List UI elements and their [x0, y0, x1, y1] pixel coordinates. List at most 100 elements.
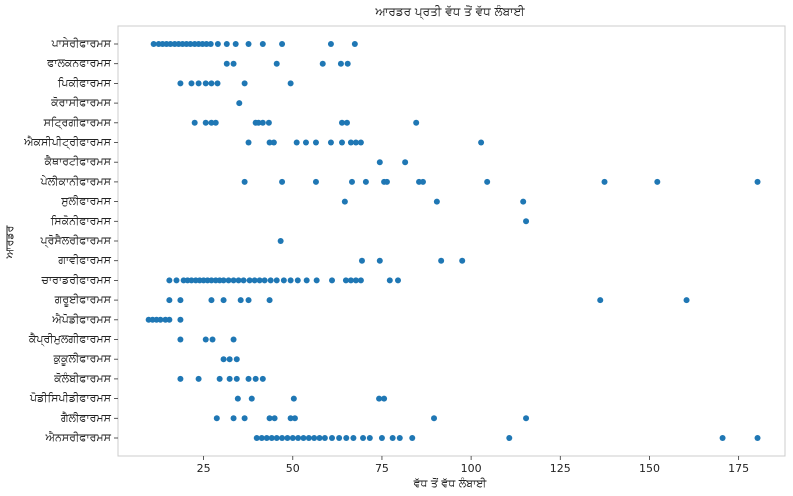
y-tick-label: ਫਾਲਕਨਫਾਰਮਸ [46, 57, 112, 70]
point [213, 415, 220, 422]
point [431, 415, 438, 422]
point [348, 178, 355, 185]
point [478, 139, 485, 146]
point [376, 159, 383, 166]
point [289, 435, 296, 441]
y-tick-label: ਚਾਰਾਡਰੀਫਾਰਮਸ [40, 273, 111, 286]
point [225, 277, 232, 284]
point [266, 297, 273, 304]
point [267, 277, 274, 284]
y-tick-label: ਕੁਕੂਲੀਫਾਰਮਸ [53, 352, 112, 365]
point [253, 435, 260, 441]
point [329, 277, 336, 284]
point [177, 80, 184, 87]
point [316, 435, 323, 441]
y-tick-label: ਗਰੂਈਫਾਰਮਸ [54, 293, 112, 306]
point [252, 375, 259, 382]
point [338, 119, 345, 126]
point [523, 218, 530, 225]
point [177, 336, 184, 343]
y-tick-label: ਕੋਰਾਸੀਫਾਰਮਸ [50, 96, 111, 109]
point [287, 277, 294, 284]
y-tick-label: ਸਟ੍ਰਿਗੀਫਾਰਮਸ [43, 116, 112, 129]
point [265, 119, 272, 126]
point [303, 277, 310, 284]
point [357, 139, 364, 146]
y-axis-label: ਆਰਡਰ [3, 225, 16, 259]
point [376, 257, 383, 264]
point [209, 336, 216, 343]
point [226, 356, 233, 363]
point [300, 435, 307, 441]
point [321, 435, 328, 441]
point [338, 139, 345, 146]
point [419, 178, 426, 185]
point [167, 41, 174, 47]
point [305, 435, 312, 441]
y-tick-label: ਕੋਲੰਬੀਫਾਰਮਸ [53, 372, 111, 385]
point [235, 277, 242, 284]
point [234, 395, 241, 402]
x-tick-label: 75 [375, 462, 389, 475]
point [273, 277, 280, 284]
point [223, 41, 230, 47]
point [246, 277, 253, 284]
point [157, 316, 164, 323]
point [230, 415, 237, 422]
point [409, 435, 416, 441]
point [166, 277, 173, 284]
point [293, 139, 300, 146]
point [402, 159, 409, 166]
point [313, 277, 320, 284]
point [237, 297, 244, 304]
point [245, 297, 252, 304]
point [259, 119, 266, 126]
point [378, 435, 385, 441]
point [394, 277, 401, 284]
point [263, 435, 270, 441]
point [230, 336, 237, 343]
point [245, 41, 252, 47]
point [208, 277, 215, 284]
point [277, 238, 284, 244]
point [280, 277, 287, 284]
point [207, 41, 214, 47]
point [754, 435, 761, 441]
point [341, 198, 348, 205]
point [220, 356, 227, 363]
point [337, 60, 344, 67]
point [347, 277, 354, 284]
point [220, 297, 227, 304]
point [187, 41, 194, 47]
point [232, 41, 239, 47]
point [719, 435, 726, 441]
point [214, 80, 221, 87]
point [654, 178, 661, 185]
point [336, 435, 343, 441]
point [259, 375, 266, 382]
point [191, 119, 198, 126]
point [287, 80, 294, 87]
x-tick-label: 175 [728, 462, 749, 475]
point [214, 41, 221, 47]
point [230, 277, 237, 284]
point [223, 60, 230, 67]
point [177, 316, 184, 323]
point [166, 297, 173, 304]
point [177, 297, 184, 304]
point [188, 277, 195, 284]
point [381, 395, 388, 402]
point [166, 316, 173, 323]
y-tick-label: ਗੈਲੀਫਾਰਮਸ [60, 411, 112, 424]
y-tick-label: ਕੈਪ੍ਰੀਮੁਲਗੀਫਾਰਮਸ [28, 333, 112, 346]
point [287, 415, 294, 422]
y-tick-label: ਗਾਵੀਫਾਰਮਸ [57, 254, 111, 267]
point [259, 41, 266, 47]
point [271, 415, 278, 422]
point [279, 178, 286, 185]
point [295, 435, 302, 441]
point [294, 277, 301, 284]
point [484, 178, 491, 185]
point [523, 415, 530, 422]
point [226, 375, 233, 382]
